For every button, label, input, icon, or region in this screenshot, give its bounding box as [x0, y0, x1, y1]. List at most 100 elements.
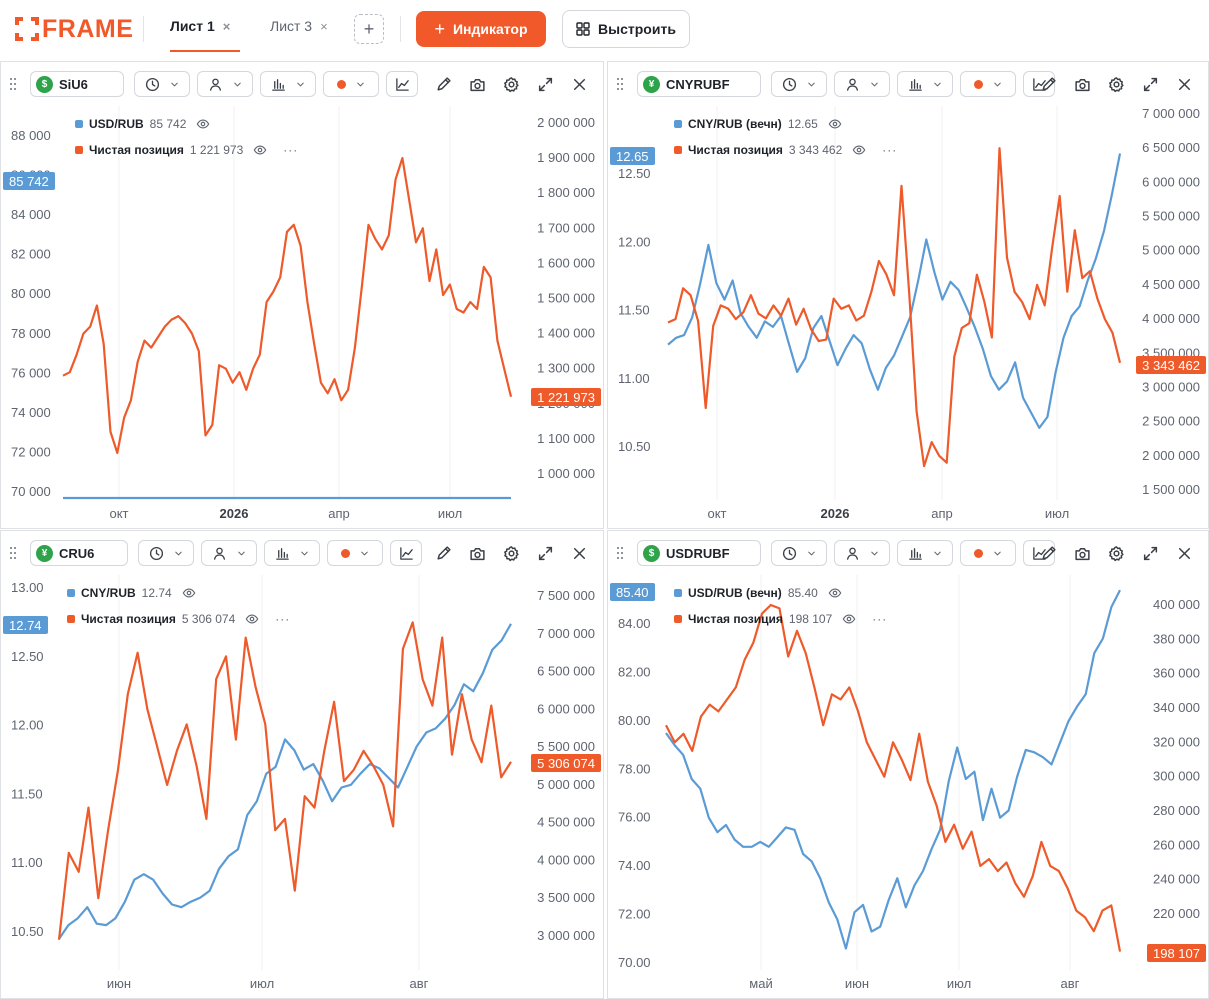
eye-icon[interactable] — [828, 586, 842, 600]
color-dot-icon — [340, 548, 350, 558]
ticker-selector[interactable]: ¥ CNYRUBF — [637, 71, 761, 97]
user-dropdown[interactable] — [834, 71, 890, 97]
right-axis-tick: 6 500 000 — [1142, 140, 1200, 155]
timeframe-dropdown[interactable] — [134, 71, 190, 97]
close-icon[interactable]: × — [222, 18, 231, 34]
legend-net-position[interactable]: Чистая позиция 5 306 074 ··· — [67, 612, 290, 626]
eye-icon[interactable] — [245, 612, 259, 626]
timeframe-dropdown[interactable] — [771, 71, 827, 97]
expand-icon[interactable] — [1141, 75, 1159, 93]
legend-price[interactable]: CNY/RUB 12.74 — [67, 586, 196, 600]
ticker-selector[interactable]: $ USDRUBF — [637, 540, 761, 566]
drag-grip-icon[interactable] — [10, 78, 18, 92]
eye-icon[interactable] — [842, 612, 856, 626]
gear-icon[interactable] — [502, 544, 520, 562]
close-icon[interactable] — [1175, 544, 1193, 562]
x-axis-tick: апр — [931, 506, 953, 521]
user-dropdown[interactable] — [201, 540, 257, 566]
chart-type-dropdown[interactable] — [897, 540, 953, 566]
right-axis-tick: 3 500 000 — [537, 890, 595, 905]
legend-net-position[interactable]: Чистая позиция 198 107 ··· — [674, 612, 887, 626]
indicator-button[interactable] — [390, 540, 422, 566]
eye-icon[interactable] — [253, 143, 267, 157]
eye-icon[interactable] — [196, 117, 210, 131]
timeframe-dropdown[interactable] — [138, 540, 194, 566]
price-series-line — [667, 153, 1122, 429]
clock-icon — [149, 546, 163, 560]
tab-sheet-1[interactable]: Лист 1 × — [170, 18, 230, 34]
chart-type-dropdown[interactable] — [260, 71, 316, 97]
gear-icon[interactable] — [1107, 75, 1125, 93]
color-dropdown[interactable] — [323, 71, 379, 97]
indicator-button[interactable] — [1023, 71, 1055, 97]
user-dropdown[interactable] — [834, 540, 890, 566]
more-options-icon[interactable]: ··· — [882, 143, 898, 157]
left-axis-tick: 10.50 — [618, 439, 651, 454]
legend-price[interactable]: USD/RUB 85 742 — [75, 117, 210, 131]
ticker-selector[interactable]: ¥ CRU6 — [30, 540, 128, 566]
pencil-icon[interactable] — [1039, 544, 1057, 562]
camera-icon[interactable] — [468, 544, 486, 562]
more-options-icon[interactable]: ··· — [275, 612, 291, 626]
pencil-icon[interactable] — [434, 75, 452, 93]
right-axis-tick: 2 000 000 — [1142, 448, 1200, 463]
legend-net-position[interactable]: Чистая позиция 3 343 462 ··· — [674, 143, 897, 157]
legend-price[interactable]: USD/RUB (вечн) 85.40 — [674, 586, 842, 600]
drag-grip-icon[interactable] — [617, 78, 625, 92]
legend-net-position[interactable]: Чистая позиция 1 221 973 ··· — [75, 143, 298, 157]
color-dropdown[interactable] — [960, 71, 1016, 97]
expand-icon[interactable] — [536, 75, 554, 93]
chart-canvas[interactable]: 84.00 82.00 80.00 78.00 76.00 74.00 72.00 70.00… — [608, 531, 1209, 999]
pencil-icon[interactable] — [434, 544, 452, 562]
tab-sheet-3[interactable]: Лист 3 × — [270, 18, 328, 34]
eye-icon[interactable] — [182, 586, 196, 600]
plus-icon: + — [363, 18, 375, 39]
eye-icon[interactable] — [828, 117, 842, 131]
gear-icon[interactable] — [1107, 544, 1125, 562]
indicator-button[interactable] — [386, 71, 418, 97]
right-axis-tick: 220 000 — [1153, 906, 1200, 921]
pencil-icon[interactable] — [1039, 75, 1057, 93]
expand-icon[interactable] — [536, 544, 554, 562]
add-indicator-button[interactable]: + Индикатор — [416, 11, 546, 47]
add-tab-button[interactable]: + — [354, 14, 384, 44]
drag-grip-icon[interactable] — [617, 547, 625, 561]
chart-type-dropdown[interactable] — [897, 71, 953, 97]
right-axis-tick: 1 500 000 — [537, 291, 595, 306]
camera-icon[interactable] — [1073, 75, 1091, 93]
close-icon[interactable] — [1175, 75, 1193, 93]
expand-icon[interactable] — [1141, 544, 1159, 562]
indicator-button[interactable] — [1023, 540, 1055, 566]
right-axis-tick: 1 400 000 — [537, 326, 595, 341]
user-dropdown[interactable] — [197, 71, 253, 97]
color-dropdown[interactable] — [327, 540, 383, 566]
close-icon[interactable] — [570, 75, 588, 93]
gear-icon[interactable] — [502, 75, 520, 93]
right-axis-tick: 4 500 000 — [1142, 277, 1200, 292]
chart-canvas[interactable]: 12.50 12.00 11.50 11.00 10.50 7 000 000 6 500 … — [608, 62, 1209, 529]
net-position-series-line — [62, 157, 513, 454]
drag-grip-icon[interactable] — [10, 547, 18, 561]
close-icon[interactable] — [570, 544, 588, 562]
clock-icon — [782, 77, 796, 91]
chart-type-dropdown[interactable] — [264, 540, 320, 566]
ticker-selector[interactable]: $ SiU6 — [30, 71, 124, 97]
right-axis-tick: 300 000 — [1153, 769, 1200, 784]
chart-canvas[interactable]: 13.00 12.50 12.00 11.50 11.00 10.50 7 500 000 7… — [1, 531, 604, 999]
left-axis-tick: 84.00 — [618, 616, 651, 631]
camera-icon[interactable] — [1073, 544, 1091, 562]
camera-icon[interactable] — [468, 75, 486, 93]
color-dropdown[interactable] — [960, 540, 1016, 566]
left-axis-tick: 11.00 — [618, 371, 650, 386]
frame-logo[interactable]: FRAME — [15, 15, 133, 43]
eye-icon[interactable] — [852, 143, 866, 157]
close-icon[interactable]: × — [320, 18, 328, 34]
legend-price[interactable]: CNY/RUB (вечн) 12.65 — [674, 117, 842, 131]
more-options-icon[interactable]: ··· — [283, 143, 299, 157]
left-axis-tick: 78.00 — [618, 761, 651, 776]
more-options-icon[interactable]: ··· — [872, 612, 888, 626]
arrange-button[interactable]: Выстроить — [562, 10, 690, 48]
right-axis-tick: 1 500 000 — [1142, 482, 1200, 497]
timeframe-dropdown[interactable] — [771, 540, 827, 566]
